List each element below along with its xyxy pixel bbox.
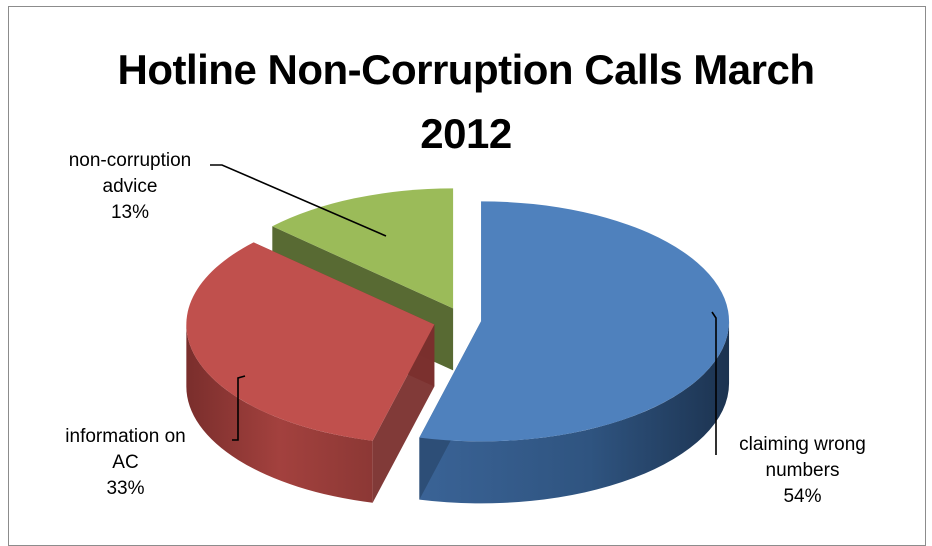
pie-slice-0 bbox=[419, 201, 730, 504]
slice-percent-label: 33% bbox=[106, 478, 145, 499]
chart-title-line-2: 2012 bbox=[420, 110, 512, 157]
pie-slice-top-1 bbox=[186, 242, 435, 441]
pie-slice-1 bbox=[186, 242, 435, 503]
pie-slice-top-2 bbox=[272, 188, 454, 309]
slice-label-line: advice bbox=[102, 176, 158, 197]
pie-slice-side-0 bbox=[419, 321, 730, 504]
slice-label-information-on-ac: information on AC 33% bbox=[18, 424, 233, 502]
slice-label-line: AC bbox=[112, 452, 139, 473]
slice-label-non-corruption-advice: non-corruption advice 13% bbox=[30, 148, 230, 226]
slice-label-line: information on bbox=[65, 426, 186, 447]
slice-label-line: claiming wrong bbox=[739, 434, 866, 455]
slice-label-line: numbers bbox=[765, 460, 840, 481]
leader-line-non-corruption-advice bbox=[210, 164, 387, 237]
chart-title-line-1: Hotline Non-Corruption Calls March bbox=[117, 46, 816, 93]
chart-title: Hotline Non-Corruption Calls March 2012 bbox=[0, 38, 932, 166]
slice-percent-label: 54% bbox=[783, 486, 822, 507]
leader-line-claiming-wrong-numbers bbox=[711, 311, 717, 455]
slice-label-claiming-wrong-numbers: claiming wrong numbers 54% bbox=[715, 432, 890, 510]
pie-chart bbox=[186, 164, 730, 504]
pie-slice-side-1 bbox=[186, 324, 373, 503]
leader-line-information-on-ac bbox=[232, 375, 246, 441]
pie-slice-top-0 bbox=[419, 201, 730, 442]
slice-label-line: non-corruption bbox=[68, 150, 192, 171]
slice-percent-label: 13% bbox=[110, 202, 150, 223]
